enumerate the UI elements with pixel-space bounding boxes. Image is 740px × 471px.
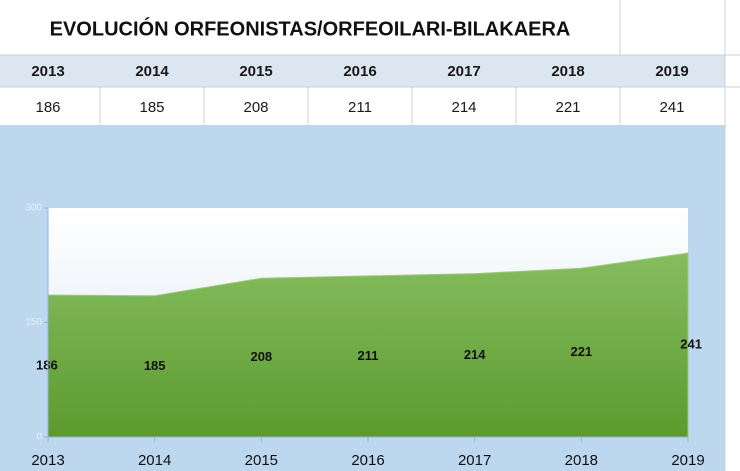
chart: 186 185 208 211 214 221 241 0 150 300 2013 2014 2015… — [25, 203, 704, 469]
year-header: 2018 — [551, 63, 584, 80]
data-label: 185 — [144, 358, 166, 373]
year-value: 211 — [348, 99, 372, 116]
year-header: 2013 — [31, 63, 64, 80]
x-tick-label: 2017 — [458, 452, 491, 469]
data-label: 221 — [570, 344, 592, 359]
x-tick-label: 2019 — [671, 452, 704, 469]
header-row-bg — [0, 55, 725, 87]
year-header: 2017 — [447, 63, 480, 80]
y-tick-label: 150 — [25, 317, 42, 328]
year-header: 2016 — [343, 63, 376, 80]
data-label: 214 — [464, 347, 486, 362]
year-header: 2015 — [239, 63, 272, 80]
year-header: 2014 — [135, 63, 169, 80]
y-tick-label: 300 — [25, 203, 42, 214]
table-title: EVOLUCIÓN ORFEONISTAS/ORFEOILARI-BILAKAE… — [50, 16, 571, 40]
year-value: 186 — [35, 99, 60, 116]
data-label: 241 — [680, 336, 702, 351]
y-tick-label: 0 — [36, 432, 42, 443]
x-tick-label: 2018 — [565, 452, 598, 469]
year-value: 208 — [243, 99, 268, 116]
data-label: 208 — [250, 349, 272, 364]
data-label: 186 — [36, 357, 58, 372]
year-value: 185 — [139, 99, 164, 116]
table: 2013 186 2014 185 2015 208 2016 211 2017 214 2018 2… — [31, 63, 689, 125]
year-header: 2019 — [655, 63, 688, 80]
x-tick-label: 2013 — [31, 452, 64, 469]
year-value: 241 — [659, 99, 684, 116]
x-tick-label: 2016 — [351, 452, 384, 469]
x-tick-label: 2014 — [138, 452, 171, 469]
year-value: 214 — [451, 99, 476, 116]
data-label: 211 — [358, 348, 379, 363]
year-value: 221 — [555, 99, 580, 116]
x-tick-label: 2015 — [245, 452, 278, 469]
